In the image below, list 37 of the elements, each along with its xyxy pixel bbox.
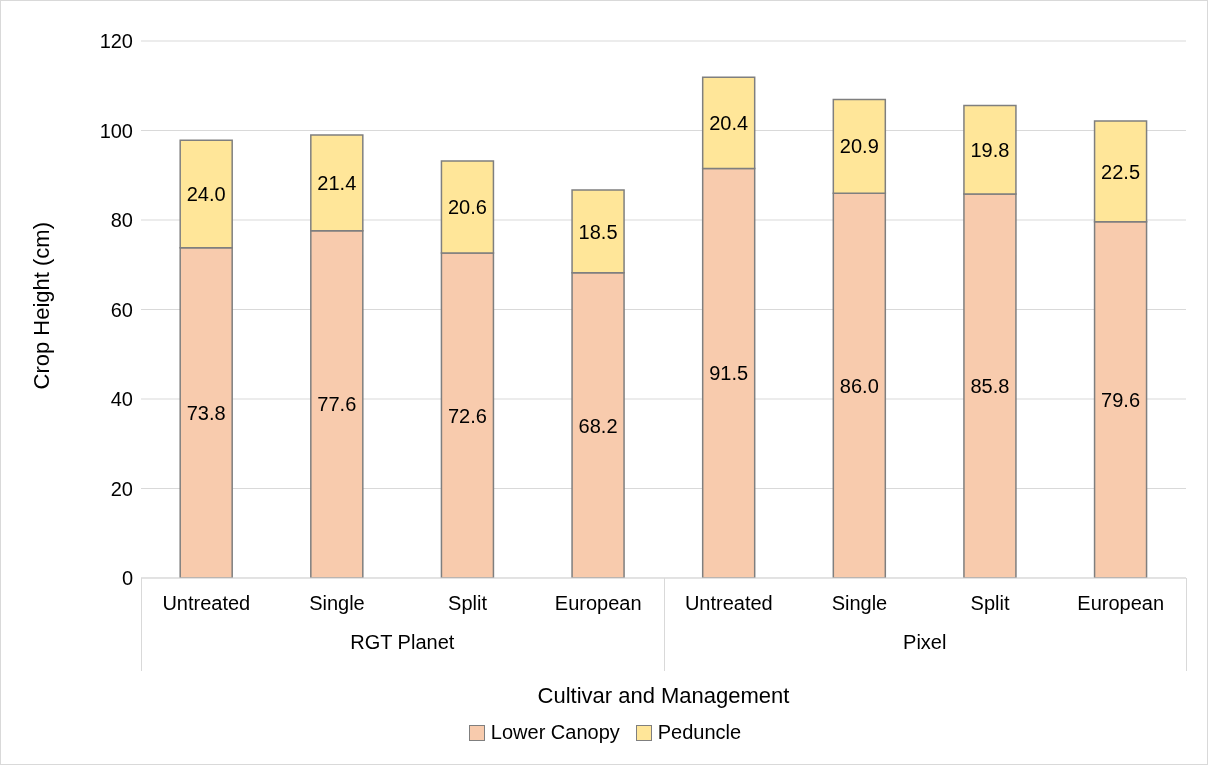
y-tick-label: 0 — [121, 567, 133, 590]
x-tick-label: Split — [448, 592, 488, 615]
data-label: 91.5 — [709, 362, 749, 385]
data-label: 20.9 — [839, 135, 879, 158]
y-tick-label: 40 — [110, 388, 133, 411]
text: Pixel — [902, 631, 948, 654]
data-label: 21.4 — [317, 171, 357, 194]
x-tick-label: Single — [309, 592, 365, 615]
y-axis-title: Crop Height (cm) — [28, 222, 54, 390]
x-tick-label: European — [1077, 592, 1165, 615]
x-tick-label: Untreated — [162, 592, 251, 615]
x-axis-title: Cultivar and Management — [536, 683, 791, 709]
text: RGT Planet — [349, 631, 456, 654]
y-tick-label: 120 — [99, 30, 133, 53]
data-label: 72.6 — [447, 404, 487, 427]
data-label: 86.0 — [839, 374, 879, 397]
data-label: 85.8 — [970, 375, 1010, 398]
data-label: 18.5 — [578, 220, 618, 243]
data-label: 24.0 — [186, 183, 226, 206]
x-tick-label: Single — [831, 592, 888, 615]
x-tick-label: Split — [970, 592, 1010, 615]
y-tick-label: 20 — [110, 477, 133, 500]
data-label: 22.5 — [1101, 160, 1141, 183]
data-label: 68.2 — [578, 414, 618, 437]
y-tick-label: 100 — [99, 119, 133, 142]
data-label: 19.8 — [970, 138, 1010, 161]
y-tick-label: 80 — [110, 209, 133, 232]
data-label: 20.4 — [709, 111, 749, 134]
x-tick-label: European — [554, 592, 642, 615]
legend-label: Lower Canopy — [489, 721, 620, 744]
legend-label: Peduncle — [656, 721, 742, 744]
data-label: 20.6 — [447, 196, 487, 219]
data-label: 73.8 — [186, 401, 226, 424]
y-tick-label: 60 — [110, 298, 133, 321]
data-label: 79.6 — [1101, 388, 1141, 411]
data-label: 77.6 — [317, 393, 357, 416]
x-tick-label: Untreated — [684, 592, 773, 615]
